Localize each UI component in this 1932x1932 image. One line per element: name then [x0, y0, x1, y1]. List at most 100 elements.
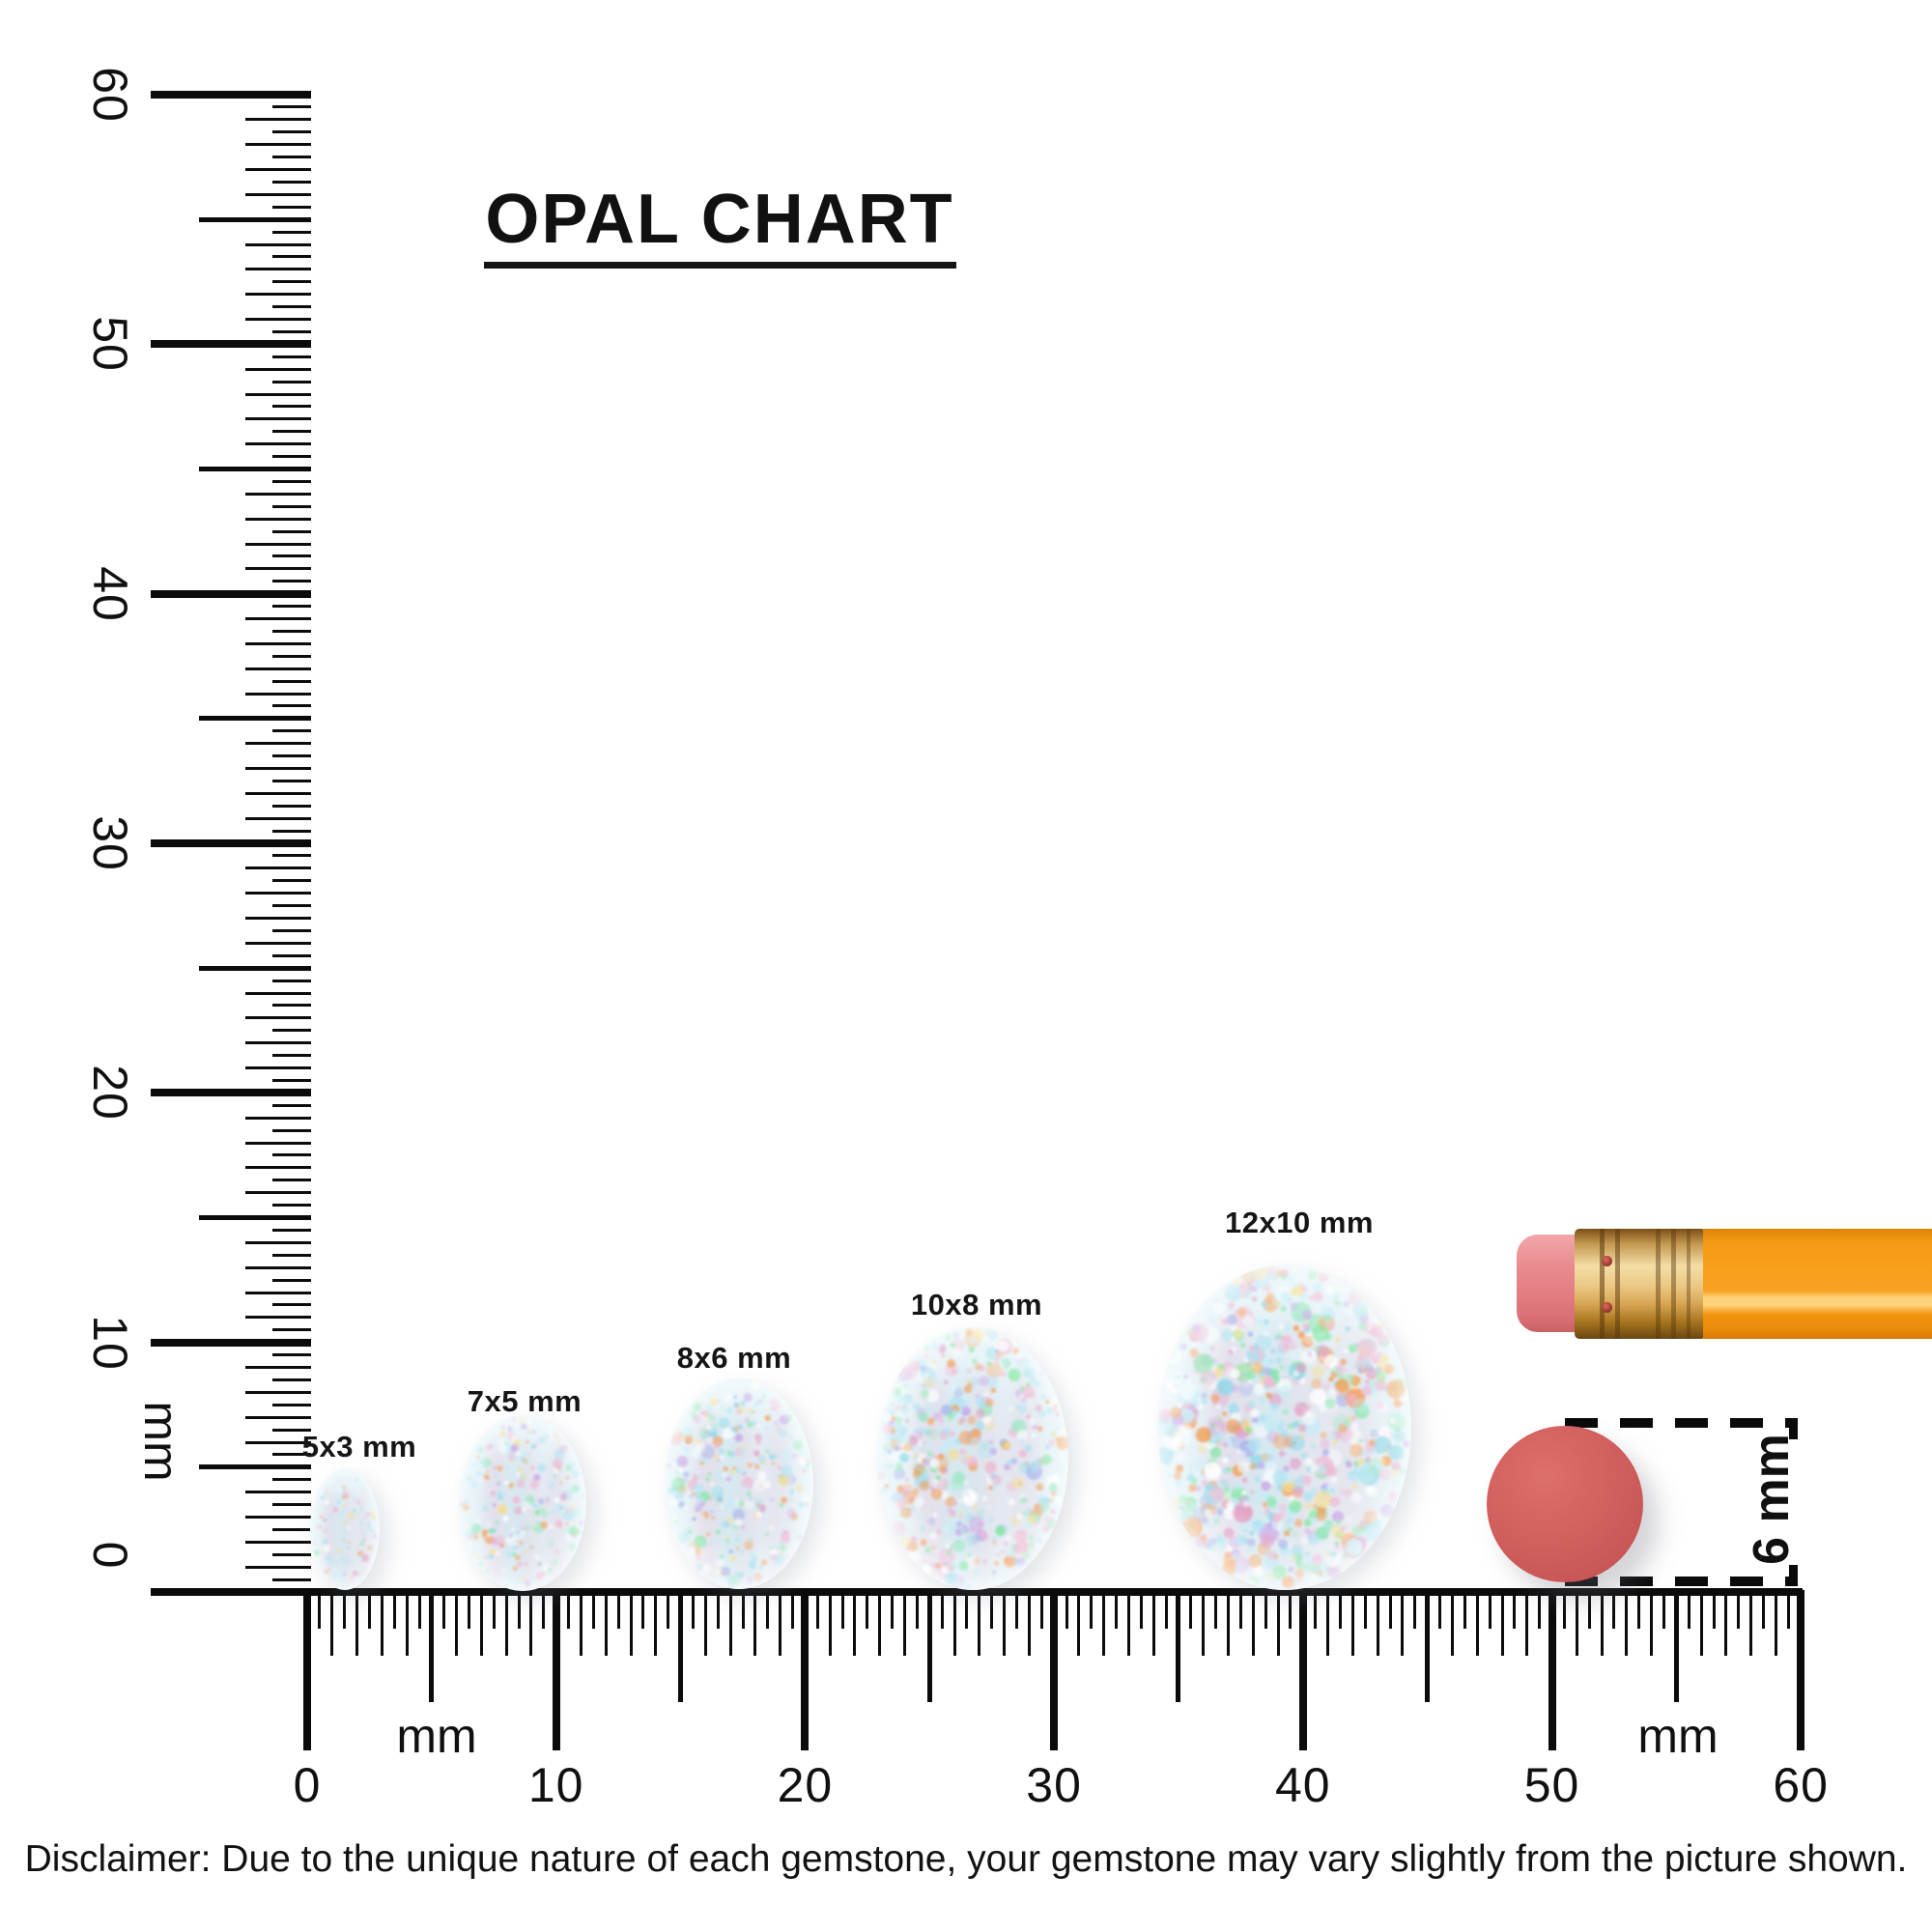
ruler-tick	[272, 1527, 311, 1531]
ruler-tick	[801, 1590, 810, 1750]
ruler-tick	[245, 767, 311, 770]
six-mm-measure-label: 6 mm	[1744, 1434, 1800, 1565]
ruler-tick	[245, 442, 311, 446]
ruler-tick	[245, 492, 311, 496]
ruler-tick	[1500, 1590, 1504, 1656]
ferrule-rivet-dot	[1602, 1256, 1612, 1266]
ruler-tick	[1264, 1590, 1267, 1629]
ruler-tick	[1202, 1590, 1206, 1656]
ruler-tick	[245, 1116, 311, 1120]
ruler-tick	[272, 479, 311, 483]
ruler-tick	[272, 130, 311, 134]
ruler-tick	[654, 1590, 658, 1656]
ruler-tick	[272, 1328, 311, 1332]
ruler-tick	[272, 1403, 311, 1406]
ruler-tick	[1251, 1590, 1255, 1656]
ruler-tick	[479, 1590, 483, 1656]
ruler-tick	[1401, 1590, 1405, 1656]
ruler-tick	[245, 1516, 311, 1519]
ruler-tick	[245, 318, 311, 321]
ruler-tick	[1139, 1590, 1143, 1629]
pencil-eraser	[1517, 1235, 1580, 1332]
ruler-tick	[1650, 1590, 1654, 1656]
ruler-number: 50	[1523, 1758, 1580, 1812]
ruler-tick	[318, 1590, 322, 1629]
ruler-tick	[272, 554, 311, 558]
ruler-tick	[1050, 1590, 1059, 1750]
ruler-tick	[529, 1590, 533, 1656]
ruler-tick	[405, 1590, 409, 1656]
ruler-tick	[199, 965, 311, 971]
ruler-tick	[517, 1590, 521, 1629]
ruler-tick	[1625, 1590, 1629, 1656]
ruler-tick	[1126, 1590, 1130, 1656]
pencil-ferrule-crimps	[1575, 1229, 1706, 1339]
ruler-tick	[678, 1590, 683, 1702]
ruler-tick	[272, 355, 311, 358]
ruler-tick	[853, 1590, 857, 1656]
ruler-tick	[272, 329, 311, 333]
ruler-tick	[978, 1590, 981, 1656]
ruler-tick	[151, 1588, 311, 1596]
ruler-tick	[791, 1590, 794, 1629]
ruler-tick	[245, 567, 311, 571]
ruler-tick	[616, 1590, 620, 1629]
ruler-tick	[151, 1338, 311, 1347]
ruler-tick	[1587, 1590, 1591, 1629]
ruler-tick	[245, 1016, 311, 1020]
ruler-tick	[151, 839, 311, 847]
ruler-tick	[272, 629, 311, 633]
ruler-tick	[1712, 1590, 1716, 1629]
ruler-tick	[245, 168, 311, 171]
ruler-tick	[1027, 1590, 1031, 1656]
ruler-tick	[272, 1278, 311, 1282]
ruler-number: 20	[777, 1758, 834, 1812]
ruler-tick	[272, 1428, 311, 1432]
ruler-tick	[492, 1590, 496, 1629]
ruler-tick	[355, 1590, 358, 1656]
ruler-tick	[151, 91, 311, 99]
ruler-tick	[245, 1366, 311, 1369]
ruler-tick	[741, 1590, 745, 1629]
ruler-number: 10	[83, 1314, 137, 1371]
ruler-number: 30	[83, 815, 137, 871]
ruler-tick	[245, 617, 311, 620]
ruler-tick	[1326, 1590, 1330, 1656]
ruler-baseline	[303, 1588, 1803, 1596]
ruler-tick	[272, 380, 311, 384]
ruler-tick	[272, 654, 311, 658]
ruler-tick	[1699, 1590, 1703, 1656]
ruler-tick	[245, 991, 311, 995]
ruler-tick	[245, 816, 311, 820]
ruler-tick	[703, 1590, 707, 1656]
ruler-number: 40	[83, 565, 137, 622]
ruler-tick	[245, 742, 311, 746]
ruler-tick	[272, 1453, 311, 1457]
ruler-tick	[604, 1590, 608, 1656]
ruler-tick	[272, 255, 311, 259]
ruler-tick	[1363, 1590, 1367, 1629]
ruler-tick	[380, 1590, 384, 1656]
ruler-tick	[245, 392, 311, 396]
ruler-tick	[1797, 1590, 1805, 1750]
ruler-tick	[245, 892, 311, 895]
ruler-tick	[552, 1590, 560, 1750]
ruler-tick	[272, 1353, 311, 1357]
ruler-tick	[1003, 1590, 1007, 1656]
ruler-tick	[1513, 1590, 1517, 1629]
ruler-tick	[392, 1590, 396, 1629]
ruler-tick	[272, 280, 311, 284]
opal-gemstone-image	[1158, 1265, 1411, 1590]
ruler-tick	[1014, 1590, 1018, 1629]
pencil-reference	[1517, 1229, 1932, 1339]
ruler-tick	[245, 1240, 311, 1244]
ruler-tick	[272, 1054, 311, 1058]
opal-size-label: 12x10 mm	[1225, 1206, 1374, 1239]
horizontal-ruler-unit-label-left: mm	[396, 1709, 477, 1763]
ruler-tick	[580, 1590, 582, 1656]
ruler-tick	[245, 1565, 311, 1569]
ruler-tick	[272, 1503, 311, 1507]
ruler-tick	[272, 904, 311, 908]
ruler-tick	[245, 1316, 311, 1320]
